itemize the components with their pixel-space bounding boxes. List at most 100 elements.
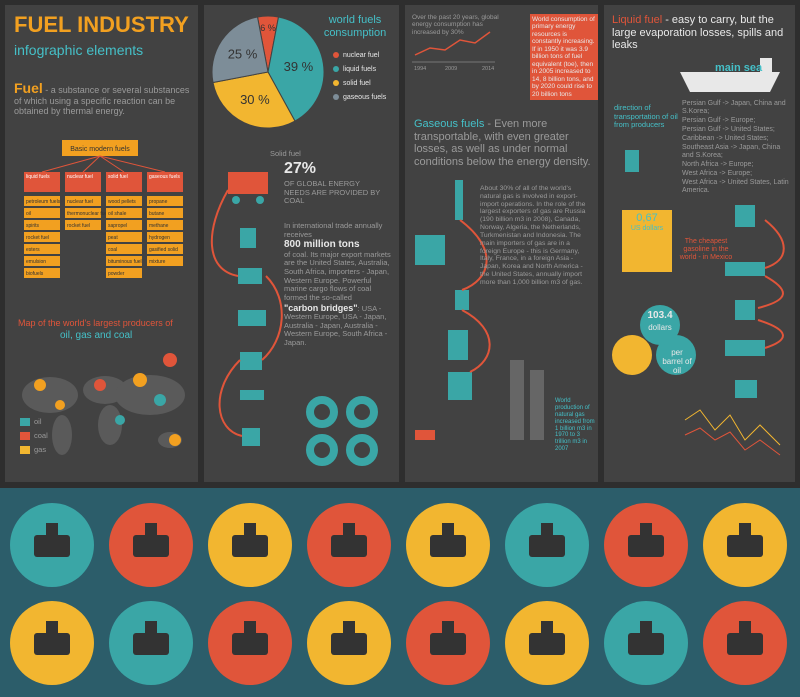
decorative-line	[684, 409, 781, 446]
item-label: gasified solid	[149, 247, 178, 253]
icon-glyph	[430, 633, 466, 655]
bridges: "carbon bridges"	[284, 302, 358, 313]
route: Southeast Asia -> Japan, China and S.Kor…	[682, 144, 781, 160]
tree-link	[82, 155, 101, 173]
icon-glyph	[133, 535, 169, 557]
route: Persian Gulf -> United States;	[682, 126, 775, 134]
legend-label: gaseous fuels	[343, 93, 387, 101]
legend-swatch	[20, 418, 30, 426]
flow-arrows	[210, 189, 283, 437]
year: 1994	[414, 66, 427, 72]
legend-swatch	[333, 66, 339, 72]
legend-item: solid fuel	[333, 76, 386, 90]
icon-glyph	[640, 621, 652, 633]
branch-label: gaseous fuels	[149, 174, 180, 180]
icon-glyph	[640, 523, 652, 535]
item-box	[147, 256, 183, 266]
gas-price-unit: US dollars	[630, 225, 664, 232]
item-label: coal	[108, 247, 117, 253]
legend-label: coal	[34, 431, 48, 440]
item-box	[147, 208, 183, 218]
icon-glyph	[34, 633, 70, 655]
direction-text: direction of transportation of oil from …	[614, 103, 678, 130]
pie-label: 39 %	[284, 59, 314, 74]
item-box	[24, 268, 60, 278]
pie-label: 25 %	[228, 47, 258, 62]
icon-glyph	[46, 523, 58, 535]
oil-price: 103.4	[647, 310, 673, 321]
legend-item: gaseous fuels	[333, 90, 386, 104]
item-box	[24, 244, 60, 254]
gas-trade-text: About 30% of all of the world's natural …	[480, 185, 586, 286]
label: Solid fuel	[270, 149, 301, 158]
branch	[24, 172, 60, 192]
icon-glyph	[628, 535, 664, 557]
pie-label: 30 %	[240, 92, 270, 107]
item-box	[106, 208, 142, 218]
icon-glyph	[430, 535, 466, 557]
year: 2014	[482, 66, 495, 72]
icon-glyph	[244, 523, 256, 535]
icon-glyph	[739, 523, 751, 535]
item-box	[147, 220, 183, 230]
bridges-text: : USA - Western Europe, USA - Japan, Aus…	[284, 303, 388, 347]
definition: - a substance or several substances of w…	[14, 85, 190, 117]
icon-glyph	[232, 535, 268, 557]
item-box	[24, 196, 60, 206]
icon-glyph	[34, 535, 70, 557]
icon-glyph	[727, 535, 763, 557]
item-label: oil shale	[108, 211, 127, 217]
item-label: bituminous fuel	[108, 259, 142, 265]
item-label: mixture	[149, 259, 166, 265]
sea-title: main sea	[715, 62, 763, 74]
route: Persian Gulf -> Europe;	[682, 117, 756, 125]
item-label: peat	[108, 235, 118, 241]
item-box	[24, 232, 60, 242]
legend-swatch	[333, 80, 339, 86]
item-box	[106, 256, 142, 266]
year: 2009	[445, 66, 458, 72]
term: Fuel	[14, 80, 43, 96]
icon-glyph	[541, 621, 553, 633]
icon-glyph	[541, 523, 553, 535]
icon-glyph	[739, 621, 751, 633]
legend-item: nuclear fuel	[333, 48, 386, 62]
item-box	[106, 244, 142, 254]
decorative-line	[684, 427, 781, 456]
legend-label: oil	[34, 417, 42, 426]
tree-root-label: Basic modern fuels	[70, 146, 130, 153]
icon-glyph	[529, 633, 565, 655]
icon-glyph	[331, 633, 367, 655]
branch-label: solid fuel	[108, 174, 128, 180]
title: FUEL INDUSTRY	[14, 12, 189, 37]
trend-line	[414, 31, 491, 56]
item-label: thermonuclear fuel	[67, 211, 108, 217]
gas-icons	[415, 180, 544, 440]
oil-icons	[625, 150, 765, 398]
subtitle: infographic elements	[14, 42, 144, 58]
pie-title: world fuels consumption	[323, 14, 387, 39]
item-box	[65, 220, 101, 230]
item-box	[24, 208, 60, 218]
tree-link	[41, 155, 101, 173]
route: West Africa -> United States, Latin Amer…	[682, 179, 789, 195]
branch	[147, 172, 183, 192]
production-text: World production of natural gas increase…	[555, 398, 595, 453]
item-box	[147, 232, 183, 242]
item-box	[147, 196, 183, 206]
legend-label: nuclear fuel	[343, 51, 380, 59]
pie-slice	[211, 16, 269, 84]
icon-glyph	[145, 523, 157, 535]
legend-label: solid fuel	[343, 79, 371, 87]
item-box	[24, 256, 60, 266]
liquid-text: - easy to carry, but the large evaporati…	[612, 14, 784, 52]
map-markers	[34, 353, 181, 446]
gas-text: - Even more transportable, with even gre…	[414, 118, 591, 168]
route: North Africa -> Europe;	[682, 161, 754, 169]
icon-glyph	[331, 535, 367, 557]
item-label: powder	[108, 271, 125, 277]
branch-label: liquid fuels	[26, 174, 50, 180]
icon-glyph	[244, 621, 256, 633]
tree-link	[99, 155, 166, 173]
